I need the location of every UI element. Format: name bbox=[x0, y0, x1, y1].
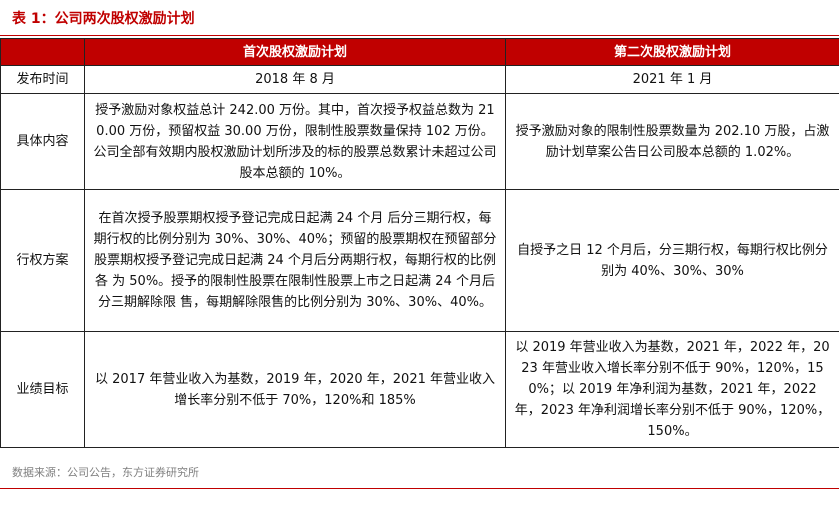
row-label-exercise-plan: 行权方案 bbox=[0, 189, 85, 332]
caption-divider bbox=[0, 35, 839, 36]
data-source-note: 数据来源：公司公告，东方证券研究所 bbox=[12, 466, 199, 479]
table-caption: 表 1：公司两次股权激励计划 bbox=[12, 11, 195, 27]
table-header-row: 首次股权激励计划 第二次股权激励计划 bbox=[0, 38, 839, 66]
incentive-plan-table: 首次股权激励计划 第二次股权激励计划 发布时间 2018 年 8 月 2021 … bbox=[0, 38, 839, 448]
row-label-performance-target: 业绩目标 bbox=[0, 331, 85, 448]
table-row: 行权方案 在首次授予股票期权授予登记完成日起满 24 个月 后分三期行权，每期行… bbox=[0, 189, 839, 332]
cell-second-exercise-plan: 自授予之日 12 个月后，分三期行权，每期行权比例分别为 40%、30%、30% bbox=[505, 189, 839, 332]
header-first-plan: 首次股权激励计划 bbox=[84, 38, 506, 66]
header-corner-cell bbox=[0, 38, 85, 66]
row-label-details: 具体内容 bbox=[0, 93, 85, 190]
table-row: 具体内容 授予激励对象权益总计 242.00 万份。其中，首次授予权益总数为 2… bbox=[0, 93, 839, 190]
cell-second-performance-target: 以 2019 年营业收入为基数，2021 年，2022 年，2023 年营业收入… bbox=[505, 331, 839, 448]
row-label-release-date: 发布时间 bbox=[0, 65, 85, 94]
cell-first-performance-target: 以 2017 年营业收入为基数，2019 年，2020 年，2021 年营业收入… bbox=[84, 331, 506, 448]
cell-first-exercise-plan: 在首次授予股票期权授予登记完成日起满 24 个月 后分三期行权，每期行权的比例分… bbox=[84, 189, 506, 332]
cell-second-release-date: 2021 年 1 月 bbox=[505, 65, 839, 94]
cell-first-details: 授予激励对象权益总计 242.00 万份。其中，首次授予权益总数为 210.00… bbox=[84, 93, 506, 190]
cell-first-release-date: 2018 年 8 月 bbox=[84, 65, 506, 94]
cell-second-details: 授予激励对象的限制性股票数量为 202.10 万股，占激励计划草案公告日公司股本… bbox=[505, 93, 839, 190]
table-row: 业绩目标 以 2017 年营业收入为基数，2019 年，2020 年，2021 … bbox=[0, 331, 839, 448]
bottom-divider bbox=[0, 488, 839, 489]
table-row: 发布时间 2018 年 8 月 2021 年 1 月 bbox=[0, 65, 839, 94]
header-second-plan: 第二次股权激励计划 bbox=[505, 38, 839, 66]
